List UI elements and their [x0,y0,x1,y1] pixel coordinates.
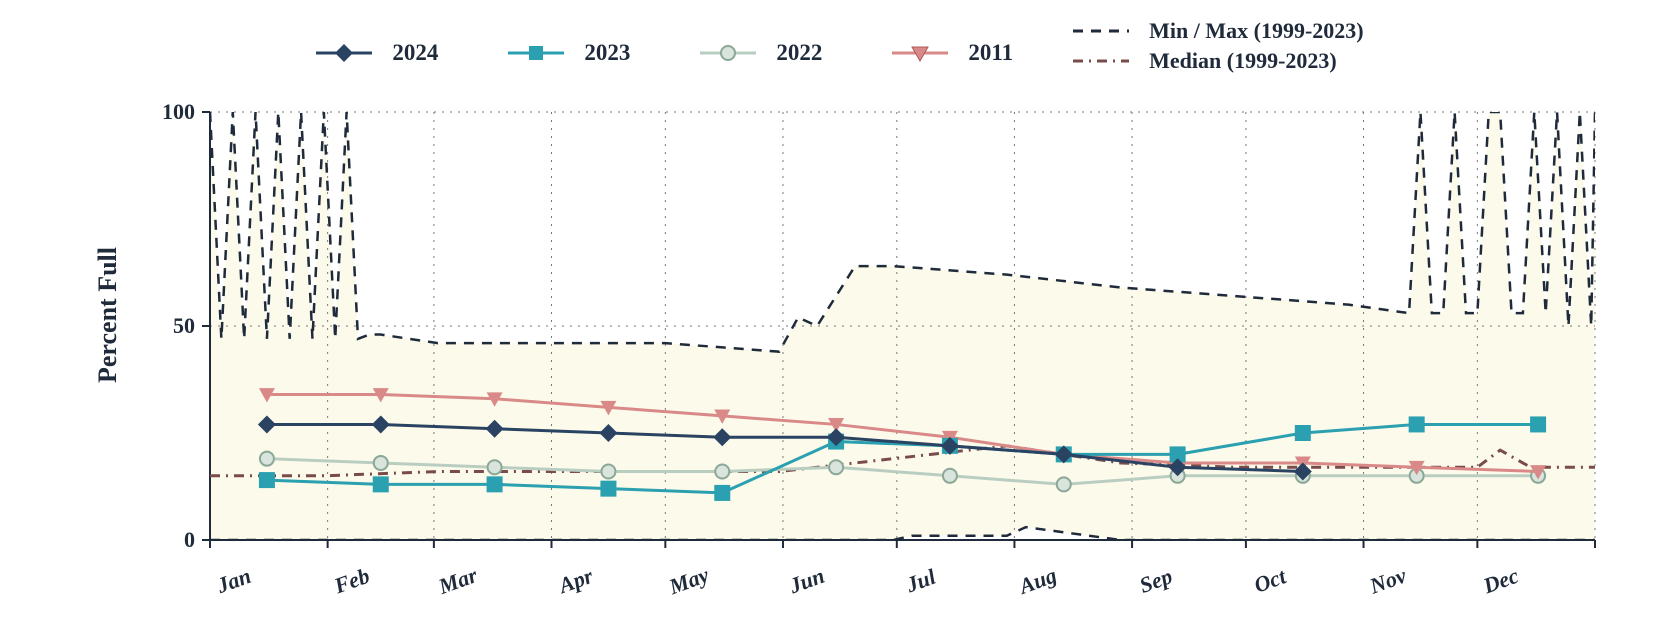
x-tick-label: Sep [1136,563,1176,599]
x-tick-label: Jun [786,563,828,600]
x-tick-label: Dec [1480,563,1522,600]
x-tick-label: Aug [1016,562,1061,599]
x-tick-label: Feb [331,563,373,600]
x-tick-label: Mar [435,562,481,600]
x-tick-label: Jul [903,564,939,598]
x-tick-label: Apr [555,563,596,599]
x-tick-label: Nov [1366,563,1409,600]
x-tick-label: Oct [1251,563,1290,598]
line-chart: 2024 2023 2022 2011 [0,0,1680,630]
x-ticks: Jan Feb Mar Apr May Jun Jul Aug Sep Oct Nov Dec [0,0,1680,630]
x-tick-label: May [666,562,713,600]
x-tick-label: Jan [213,563,254,599]
